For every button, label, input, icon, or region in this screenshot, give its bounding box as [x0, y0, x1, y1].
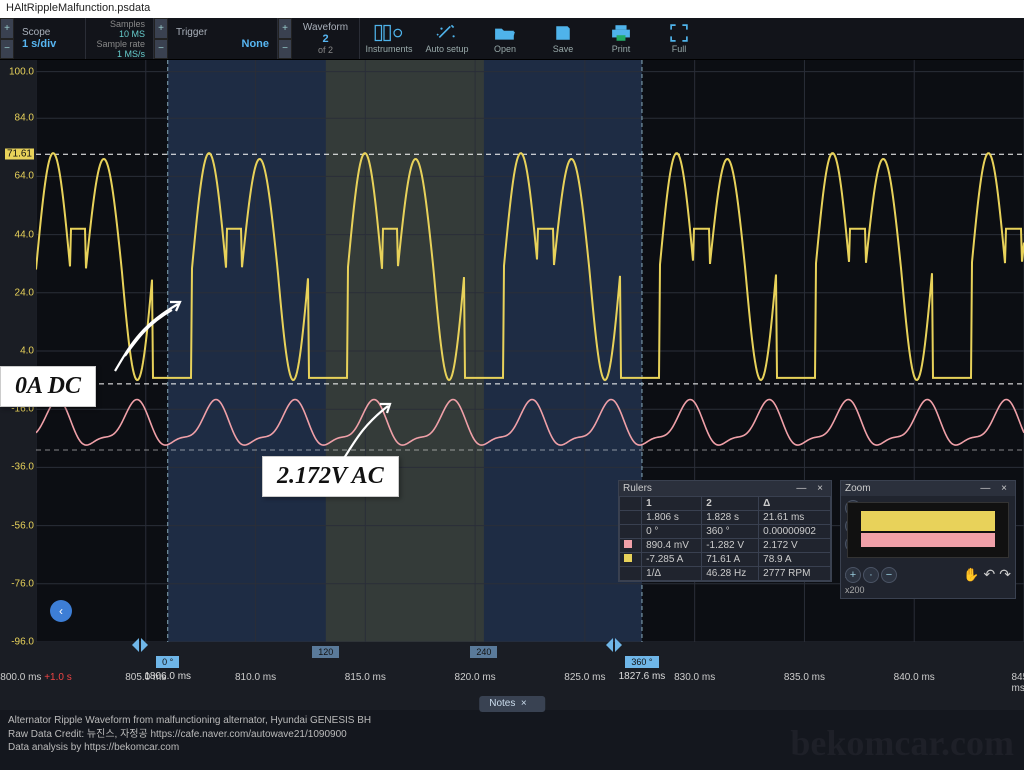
- open-button[interactable]: Open: [476, 18, 534, 59]
- annotation-dc: 0A DC: [0, 366, 96, 407]
- rate-value: 1 MS/s: [94, 49, 145, 59]
- trigger-value: None: [176, 38, 269, 50]
- scope-group[interactable]: Scope 1 s/div: [14, 18, 86, 59]
- save-button[interactable]: Save: [534, 18, 592, 59]
- rulers-title: Rulers: [623, 483, 652, 494]
- save-icon: [554, 24, 572, 42]
- waveform-value: 2: [300, 33, 351, 45]
- print-button[interactable]: Print: [592, 18, 650, 59]
- nav-left-orb[interactable]: ‹: [50, 600, 72, 622]
- app-root: HAltRippleMalfunction.psdata +− Scope 1 …: [0, 0, 1024, 770]
- zoom-x200-label: x200: [841, 585, 1015, 598]
- plot-area: 100.084.064.044.024.04.0-16.0-36.0-56.0-…: [0, 60, 1024, 708]
- zoom-x-controls[interactable]: +·−: [845, 567, 897, 583]
- full-button[interactable]: Full: [650, 18, 708, 59]
- scope-label: Scope: [22, 27, 77, 38]
- print-icon: [611, 24, 631, 42]
- instruments-button[interactable]: Instruments: [360, 18, 418, 59]
- waveform-stepper[interactable]: +−: [278, 18, 292, 59]
- fullscreen-icon: [670, 24, 688, 42]
- zoom-panel[interactable]: Zoom— × +·− x1 +·− ✋ ↶ ↷ x200: [840, 480, 1016, 599]
- trigger-stepper[interactable]: +−: [154, 18, 168, 59]
- trigger-group[interactable]: Trigger None: [168, 18, 278, 59]
- rulers-table: 12Δ1.806 s1.828 s21.61 ms0 °360 °0.00000…: [619, 496, 831, 581]
- instruments-icon: [374, 24, 404, 42]
- scope-stepper[interactable]: +−: [0, 18, 14, 59]
- autosetup-label: Auto setup: [425, 44, 468, 54]
- panel-controls[interactable]: — ×: [796, 483, 827, 494]
- undo-icon[interactable]: ↶: [984, 566, 996, 583]
- x-axis: 800.0 ms +1.0 s805.0 ms810.0 ms815.0 ms8…: [36, 642, 1024, 688]
- waveform-of: of 2: [300, 45, 351, 55]
- watermark: bekomcar.com: [790, 722, 1014, 764]
- rulers-panel[interactable]: Rulers — × 12Δ1.806 s1.828 s21.61 ms0 °36…: [618, 480, 832, 582]
- full-label: Full: [672, 44, 687, 54]
- y-axis: 100.084.064.044.024.04.0-16.0-36.0-56.0-…: [0, 60, 36, 642]
- print-label: Print: [612, 44, 631, 54]
- annotation-ac: 2.172V AC: [262, 456, 399, 497]
- folder-open-icon: [494, 24, 516, 42]
- open-label: Open: [494, 44, 516, 54]
- waveform-label: Waveform: [300, 22, 351, 33]
- rate-label: Sample rate: [94, 39, 145, 49]
- scope-value: 1 s/div: [22, 38, 77, 50]
- panel-controls[interactable]: — ×: [980, 483, 1011, 494]
- samples-value: 10 MS: [94, 29, 145, 39]
- wand-icon: [436, 24, 458, 42]
- window-titlebar: HAltRippleMalfunction.psdata: [0, 0, 1024, 18]
- redo-icon[interactable]: ↷: [999, 566, 1011, 583]
- zoom-overview-chA: [861, 511, 995, 531]
- toolbar: +− Scope 1 s/div Samples 10 MS Sample ra…: [0, 18, 1024, 60]
- samples-label: Samples: [94, 19, 145, 29]
- samples-group: Samples 10 MS Sample rate 1 MS/s: [86, 18, 154, 59]
- save-label: Save: [553, 44, 574, 54]
- zoom-title: Zoom: [845, 483, 871, 494]
- trigger-label: Trigger: [176, 27, 269, 38]
- waveform-group[interactable]: Waveform 2 of 2: [292, 18, 360, 59]
- zoom-overview-chB: [861, 533, 995, 547]
- instruments-label: Instruments: [365, 44, 412, 54]
- autosetup-button[interactable]: Auto setup: [418, 18, 476, 59]
- notes-tab[interactable]: Notes ×: [479, 696, 545, 712]
- zoom-hand-icon[interactable]: ✋: [963, 567, 979, 583]
- window-title: HAltRippleMalfunction.psdata: [6, 2, 150, 14]
- zoom-overview[interactable]: [847, 502, 1009, 558]
